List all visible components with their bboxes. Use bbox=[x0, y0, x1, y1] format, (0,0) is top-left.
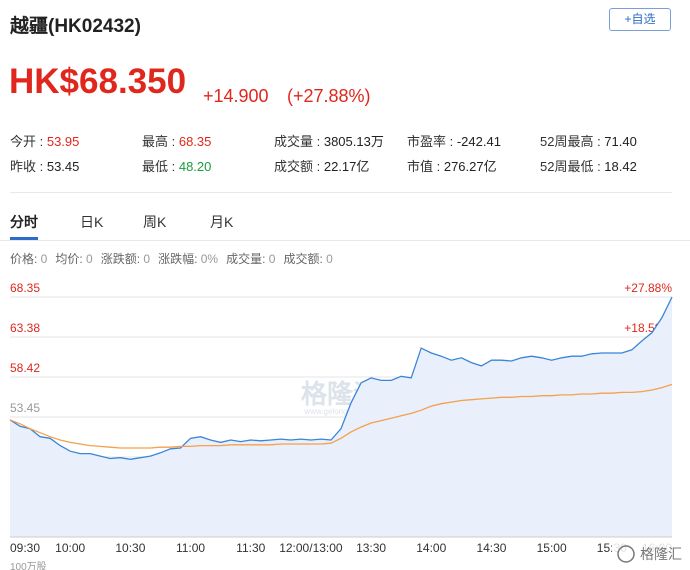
tab[interactable]: 周K bbox=[143, 214, 167, 230]
x-tick-label: 14:00 bbox=[416, 541, 446, 555]
price: HK$68.350 bbox=[9, 62, 187, 101]
stock-title: 越疆(HK02432) bbox=[10, 16, 141, 37]
x-tick-label: 10:00 bbox=[55, 541, 85, 555]
watch-button[interactable]: +自选 bbox=[609, 8, 671, 31]
info-value: 0 bbox=[143, 252, 151, 266]
stat-label: 今开 : bbox=[10, 134, 47, 149]
stat-label: 市值 : bbox=[407, 159, 444, 174]
stat-label: 成交量 : bbox=[274, 134, 324, 149]
stat-label: 成交额 : bbox=[274, 159, 324, 174]
info-value: 0% bbox=[200, 252, 219, 266]
stat-value: 18.42 bbox=[604, 159, 637, 174]
stat: 52周最低 : 18.42 bbox=[540, 156, 637, 175]
x-tick-label: 13:30 bbox=[356, 541, 386, 555]
divider bbox=[0, 240, 690, 241]
stat-value: 3805.13万 bbox=[323, 134, 384, 149]
y-tick-label: 58.42 bbox=[10, 361, 40, 375]
price-line bbox=[9, 296, 673, 460]
x-tick-label: 12:00/13:00 bbox=[279, 541, 343, 555]
info-label: 成交量: bbox=[226, 252, 269, 266]
info-label: 涨跌幅: bbox=[158, 252, 201, 266]
stat-label: 最高 : bbox=[142, 134, 179, 149]
price-area bbox=[10, 297, 672, 537]
stat: 昨收 : 53.45 bbox=[10, 156, 79, 175]
tab-underline bbox=[10, 237, 38, 240]
change: +14.900 bbox=[203, 86, 269, 106]
stat-value: 48.20 bbox=[178, 159, 212, 174]
stat-value: 68.35 bbox=[178, 134, 212, 149]
stat-label: 52周最高 : bbox=[540, 134, 605, 149]
y2-tick-label: +27.88% bbox=[624, 281, 672, 295]
stat: 52周最高 : 71.40 bbox=[540, 131, 637, 150]
stat: 市盈率 : -242.41 bbox=[407, 131, 501, 150]
stat: 今开 : 53.95 bbox=[10, 131, 79, 150]
stat-value: -242.41 bbox=[456, 134, 501, 149]
volume-unit: 100万股 bbox=[10, 561, 47, 570]
info-value: 0 bbox=[86, 252, 93, 266]
stat-value: 53.45 bbox=[46, 159, 80, 174]
info-label: 价格: bbox=[10, 252, 41, 266]
stat-label: 市盈率 : bbox=[407, 134, 457, 149]
x-tick-label: 09:30 bbox=[10, 541, 40, 555]
info-value: 0 bbox=[40, 252, 48, 266]
x-tick-label: 15:00 bbox=[537, 541, 567, 555]
info-label: 成交额: bbox=[283, 252, 327, 266]
info-line: 价格: 0 均价: 0 涨跌额: 0 涨跌幅: 0% 成交量: 0 成交额: 0 bbox=[10, 250, 341, 267]
stat-label: 最低 : bbox=[142, 159, 179, 174]
x-tick-label: 14:30 bbox=[476, 541, 506, 555]
avg-line bbox=[9, 383, 673, 449]
stat-label: 52周最低 : bbox=[540, 159, 605, 174]
y-tick-label: 53.45 bbox=[10, 401, 40, 415]
tab[interactable]: 日K bbox=[80, 214, 104, 230]
stat: 成交额 : 22.17亿 bbox=[274, 156, 369, 175]
stat-value: 276.27亿 bbox=[443, 159, 497, 174]
stat: 市值 : 276.27亿 bbox=[407, 156, 497, 175]
chart: 68.3563.3858.4253.4548.4843.5238.55+27.8… bbox=[9, 281, 686, 570]
tab[interactable]: 月K bbox=[210, 214, 234, 230]
x-tick-label: 11:30 bbox=[236, 541, 265, 555]
x-tick-label: 11:00 bbox=[176, 541, 205, 555]
brand: 格隆汇 bbox=[640, 546, 682, 562]
stat-value: 22.17亿 bbox=[323, 159, 370, 174]
divider bbox=[10, 192, 672, 193]
stat: 成交量 : 3805.13万 bbox=[274, 131, 384, 150]
brand-icon bbox=[617, 545, 635, 563]
info-label: 均价: bbox=[55, 252, 87, 266]
stat-label: 昨收 : bbox=[10, 159, 47, 174]
x-tick-label: 10:30 bbox=[115, 541, 145, 555]
y-tick-label: 68.35 bbox=[10, 281, 40, 295]
stat: 最低 : 48.20 bbox=[142, 156, 211, 175]
tab[interactable]: 分时 bbox=[10, 214, 38, 230]
change-pct: (+27.88%) bbox=[287, 86, 371, 106]
watermark-url: www.gelonghui.com bbox=[303, 407, 375, 416]
info-value: 0 bbox=[268, 252, 276, 266]
stat-value: 53.95 bbox=[46, 134, 80, 149]
stat: 最高 : 68.35 bbox=[142, 131, 211, 150]
info-label: 涨跌额: bbox=[100, 252, 144, 266]
info-value: 0 bbox=[326, 252, 333, 266]
y-tick-label: 63.38 bbox=[10, 321, 40, 335]
stat-value: 71.40 bbox=[604, 134, 637, 149]
